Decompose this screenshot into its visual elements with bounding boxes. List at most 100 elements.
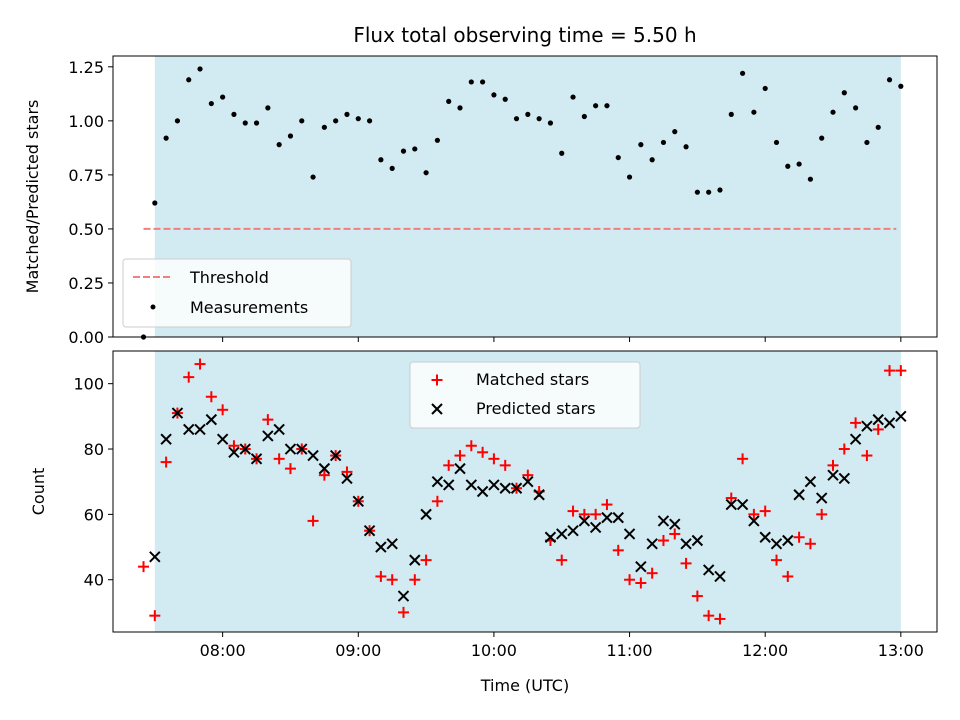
matched-star-point (318, 469, 330, 481)
predicted-star-point (420, 508, 432, 521)
predicted-star-point (816, 492, 828, 504)
matched-star-point (194, 358, 206, 370)
measurement-point (694, 189, 700, 195)
predicted-star-point (748, 515, 760, 527)
cross-stroke-b (725, 498, 737, 511)
measurement-point (728, 111, 734, 117)
measurement-point (841, 90, 847, 96)
matched-star-point (262, 414, 274, 426)
predicted-star-point (171, 407, 184, 419)
cross-stroke-b (533, 489, 545, 501)
cross-stroke-b (782, 534, 794, 547)
cross-stroke-b (183, 423, 195, 436)
cross-stroke-b (476, 485, 489, 498)
legend-measurements-label: Measurements (190, 298, 308, 317)
bottom-ylabel: Count (29, 468, 48, 516)
matched-star-point (601, 499, 613, 511)
measurement-point (660, 139, 667, 146)
cross-stroke-b (499, 482, 511, 494)
measurement-point (513, 116, 520, 122)
predicted-star-point (714, 570, 726, 583)
cross-stroke-b (296, 443, 308, 455)
cross-stroke-b (522, 475, 534, 488)
chart-title: Flux total observing time = 5.50 h (353, 23, 696, 47)
cross-stroke-b (442, 479, 455, 491)
matched-star-point (228, 440, 240, 452)
cross-stroke-b (556, 528, 568, 540)
measurement-point (536, 116, 542, 122)
measurement-point (751, 109, 757, 115)
measurement-point (683, 144, 689, 150)
matched-star-point (556, 554, 568, 566)
predicted-star-point (759, 531, 771, 543)
bottom-xlabel: Time (UTC) (480, 676, 569, 695)
cross-stroke-b (318, 462, 331, 475)
matched-star-point (703, 610, 715, 622)
measurement-point (626, 174, 633, 180)
cross-stroke-b (262, 430, 274, 442)
predicted-star-point (454, 462, 466, 475)
predicted-star-point (669, 518, 681, 530)
cross-stroke-b (816, 492, 828, 504)
measurement-point (197, 66, 203, 72)
measurement-point (378, 157, 384, 163)
predicted-star-point (341, 472, 353, 485)
cross-stroke-b (793, 489, 805, 501)
bottom-xtick-label: 09:00 (335, 641, 381, 660)
measurement-point (706, 189, 712, 195)
cross-stroke-b (239, 443, 251, 455)
top-ytick-label: 1.00 (68, 112, 104, 131)
measurement-point (796, 161, 802, 167)
predicted-star-point (363, 525, 376, 537)
matched-star-point (578, 508, 590, 520)
predicted-star-point (827, 469, 839, 481)
cross-stroke-b (307, 449, 319, 462)
matched-star-point (567, 505, 579, 517)
predicted-star-point (872, 413, 884, 426)
cross-stroke-b (578, 515, 591, 527)
measurement-point (253, 120, 260, 126)
matched-star-point (691, 590, 703, 602)
predicted-star-point (589, 521, 602, 534)
matched-star-point (714, 613, 726, 625)
measurement-point (220, 94, 226, 100)
cross-stroke-b (171, 407, 184, 419)
measurement-point (875, 124, 881, 130)
predicted-star-point (442, 479, 455, 491)
matched-star-point (477, 446, 489, 458)
bottom-xtick-label: 12:00 (742, 641, 788, 660)
predicted-star-point (725, 498, 737, 511)
cross-stroke-b (160, 433, 172, 445)
top-ylabel: Matched/Predicted stars (23, 100, 42, 294)
cross-stroke-b (228, 446, 240, 458)
predicted-star-point (804, 475, 817, 488)
top-ytick-label: 0.75 (68, 166, 104, 185)
matched-star-point (680, 557, 692, 569)
predicted-star-point (183, 423, 195, 436)
cross-stroke-b (804, 475, 817, 488)
predicted-star-point (465, 479, 478, 491)
cross-stroke-b (635, 560, 647, 573)
predicted-star-point (262, 430, 274, 442)
cross-stroke-b (748, 515, 760, 527)
top-legend: Threshold Measurements (122, 258, 352, 328)
predicted-star-point (601, 511, 613, 524)
measurement-point (208, 100, 214, 107)
matched-star-point (624, 574, 636, 586)
measurement-point (559, 150, 565, 156)
measurement-point (265, 105, 271, 111)
cross-stroke-b (544, 531, 557, 543)
measurement-point (412, 146, 418, 152)
cross-stroke-b (646, 538, 658, 550)
top-legend-box (122, 258, 352, 328)
matched-star-point (770, 554, 782, 566)
measurement-point (581, 113, 587, 120)
matched-star-point (386, 574, 398, 586)
cross-stroke-b (691, 534, 704, 547)
predicted-star-point (488, 479, 500, 491)
top-ytick-label: 0.00 (68, 328, 104, 347)
measurement-point (242, 120, 248, 126)
predicted-star-point (375, 541, 387, 553)
cross-stroke-b (657, 515, 670, 527)
measurement-point (287, 133, 294, 139)
